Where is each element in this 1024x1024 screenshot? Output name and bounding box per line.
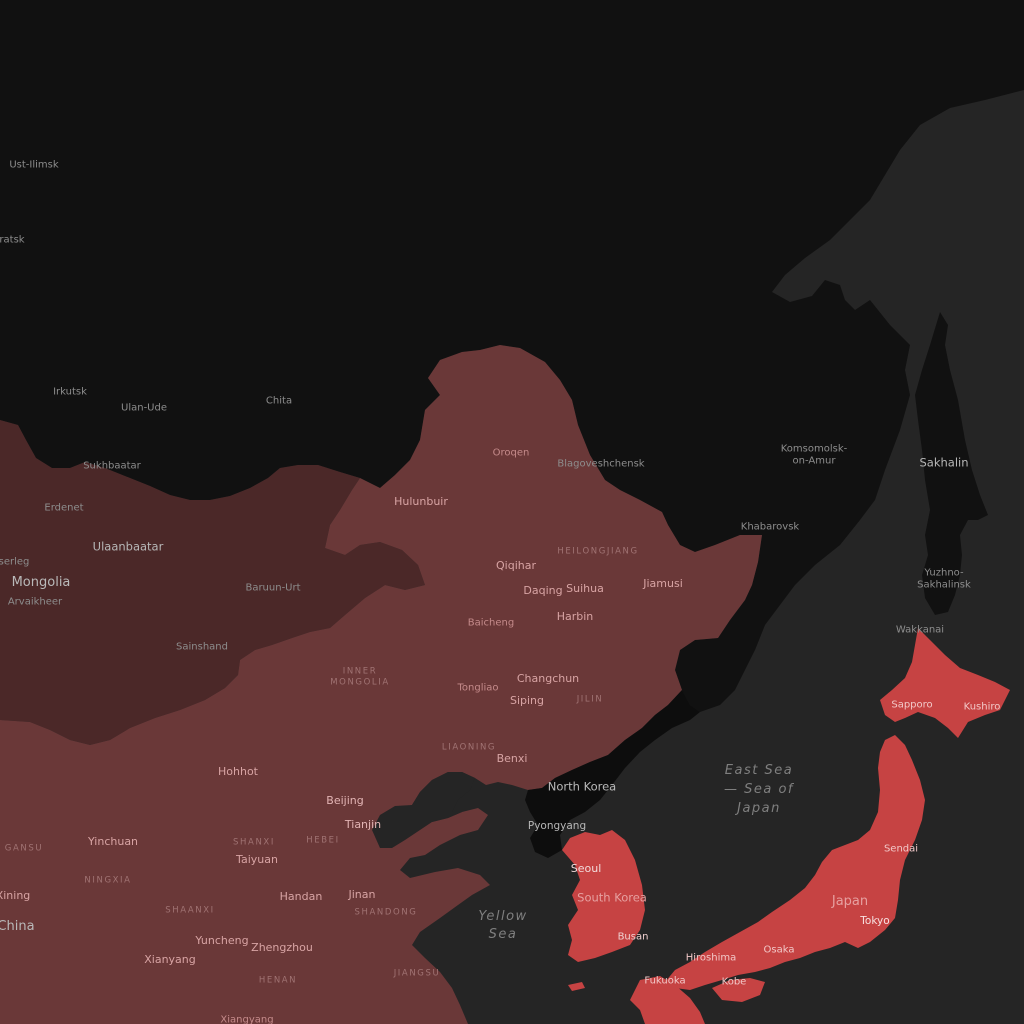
city-label-changchun: Changchun xyxy=(516,671,580,685)
city-label-beijing: Beijing xyxy=(326,793,364,807)
city-label-taiyuan: Taiyuan xyxy=(236,852,278,866)
province-label-henan: HENAN xyxy=(258,975,298,986)
city-label-arvaikheer: Arvaikheer xyxy=(7,596,63,608)
city-label-busan: Busan xyxy=(617,931,649,943)
city-label-qiqihar: Qiqihar xyxy=(496,558,536,572)
province-label-heilongjiang: HEILONGJIANG xyxy=(557,546,639,557)
city-label-harbin: Harbin xyxy=(556,609,594,623)
province-label-ningxia: NINGXIA xyxy=(84,875,132,886)
north-korea-land xyxy=(525,690,700,858)
city-label-khabarovsk: Khabarovsk xyxy=(740,521,800,533)
city-label-jiamusi: Jiamusi xyxy=(643,576,683,590)
kyushu-land xyxy=(630,976,705,1024)
sea-label-east-sea-line1: East Sea xyxy=(724,762,794,778)
mongolia-land xyxy=(0,420,425,745)
sea-label-yellow-sea-line2: Sea xyxy=(488,926,518,942)
city-label-suihua: Suihua xyxy=(566,581,604,595)
city-label-ulan-ude: Ulan-Ude xyxy=(121,402,167,414)
city-label-tokyo: Tokyo xyxy=(860,915,890,928)
hokkaido-land xyxy=(880,628,1010,738)
city-label-sakhalin: Sakhalin xyxy=(919,455,969,470)
country-label-japan: Japan xyxy=(831,893,869,909)
city-label-benxi: Benxi xyxy=(496,751,528,765)
sakhalin-land xyxy=(915,312,988,615)
city-label-komsomolsk-1: Komsomolsk- xyxy=(780,443,848,455)
sea-label-east-sea-line2: — Sea of xyxy=(723,781,795,797)
country-label-china: China xyxy=(0,918,35,934)
city-label-yuncheng: Yuncheng xyxy=(195,933,249,947)
province-label-inner-mongolia-1: INNER xyxy=(342,666,378,677)
city-label-bratsk: ratsk xyxy=(0,234,25,246)
city-label-ust-ilimsk: Ust-Ilimsk xyxy=(9,159,59,171)
city-label-komsomolsk-2: on-Amur xyxy=(792,455,836,467)
city-label-yinchuan: Yinchuan xyxy=(87,834,139,848)
province-label-shaanxi: SHAANXI xyxy=(165,905,215,916)
sea-label-east-sea-line3: Japan xyxy=(737,800,781,816)
city-label-irkutsk: Irkutsk xyxy=(53,386,87,398)
russia-land xyxy=(0,0,1024,712)
province-label-inner-mongolia-2: MONGOLIA xyxy=(330,677,390,688)
city-label-pyongyang: Pyongyang xyxy=(527,820,587,833)
city-label-tongliao: Tongliao xyxy=(457,682,499,694)
city-label-yuzhno-1: Yuzhno- xyxy=(924,567,964,579)
city-label-tianjin: Tianjin xyxy=(344,817,382,831)
city-label-sainshand: Sainshand xyxy=(176,641,228,653)
city-label-xining: Xining xyxy=(0,888,31,902)
city-label-ulaanbaatar: Ulaanbaatar xyxy=(92,539,164,554)
city-label-xianyang: Xianyang xyxy=(144,952,196,966)
city-label-blagoveshchensk: Blagoveshchensk xyxy=(557,458,645,470)
city-label-oroqen: Oroqen xyxy=(492,447,530,459)
city-label-kushiro: Kushiro xyxy=(963,701,1001,713)
city-label-sapporo: Sapporo xyxy=(891,699,933,711)
province-label-shanxi: SHANXI xyxy=(233,837,275,848)
country-label-north-korea: North Korea xyxy=(547,779,617,794)
south-korea-land xyxy=(562,830,645,962)
province-label-hebei: HEBEI xyxy=(306,835,340,846)
city-label-daqing: Daqing xyxy=(523,583,563,597)
city-label-baicheng: Baicheng xyxy=(467,617,515,629)
shikoku-land xyxy=(712,978,765,1002)
city-label-wakkanai: Wakkanai xyxy=(895,624,945,636)
city-label-hohhot: Hohhot xyxy=(218,764,258,778)
city-label-zhengzhou: Zhengzhou xyxy=(251,940,313,954)
province-label-gansu: GANSU xyxy=(4,843,44,854)
city-label-siping: Siping xyxy=(509,693,545,707)
country-label-south-korea: South Korea xyxy=(577,890,647,905)
city-label-tserleg: serleg xyxy=(0,556,30,568)
city-label-handan: Handan xyxy=(279,889,323,903)
sea-label-yellow-sea-line1: Yellow xyxy=(478,908,528,924)
city-label-sendai: Sendai xyxy=(883,843,919,855)
jeju-island xyxy=(568,982,585,991)
city-label-hiroshima: Hiroshima xyxy=(685,952,737,964)
city-label-jinan: Jinan xyxy=(348,887,376,901)
city-label-sukhbaatar: Sukhbaatar xyxy=(83,460,141,472)
honshu-land xyxy=(665,735,925,990)
province-label-shandong: SHANDONG xyxy=(354,907,418,918)
country-label-mongolia: Mongolia xyxy=(11,574,71,590)
province-label-jiangsu: JIANGSU xyxy=(393,968,441,979)
city-label-yuzhno-2: Sakhalinsk xyxy=(917,579,971,591)
city-label-baruun-urt: Baruun-Urt xyxy=(245,582,301,594)
china-land xyxy=(0,345,762,1024)
city-label-osaka: Osaka xyxy=(763,944,795,956)
city-label-erdenet: Erdenet xyxy=(44,502,84,514)
city-label-fukuoka: Fukuoka xyxy=(644,975,686,987)
city-label-xiangyang: Xiangyang xyxy=(220,1014,274,1024)
city-label-chita: Chita xyxy=(265,395,293,407)
province-label-liaoning: LIAONING xyxy=(441,742,497,753)
bohai-sea xyxy=(372,772,475,848)
city-label-seoul: Seoul xyxy=(570,861,602,875)
city-label-kobe: Kobe xyxy=(721,976,747,988)
province-label-jilin: JILIN xyxy=(576,694,604,705)
city-label-hulunbuir: Hulunbuir xyxy=(394,494,448,508)
